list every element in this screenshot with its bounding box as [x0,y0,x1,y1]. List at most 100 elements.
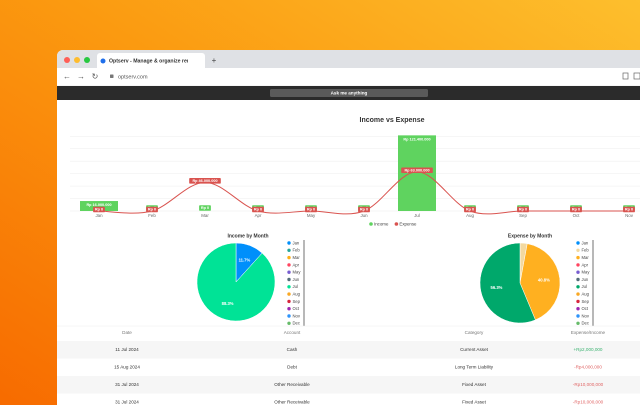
column-header: Category [465,330,484,335]
minimize-button[interactable] [74,57,80,63]
pie-slice [196,242,276,322]
legend-label: Income [374,221,389,226]
data-label: Rp 0 [519,208,527,212]
data-label: Rp 0 [201,206,209,210]
legend-marker [287,263,291,267]
legend-marker [394,222,399,226]
legend-marker [576,241,580,245]
table-row [57,358,640,376]
active-tab[interactable] [97,53,205,68]
table-cell: Long Term Liability [455,365,494,370]
legend-label: Aug [582,292,590,297]
data-label-box [464,206,476,213]
legend-label: Feb [293,248,301,253]
legend-marker [287,270,291,274]
chart-title: Income vs Expense [360,117,425,124]
legend-label: Sep [293,299,301,304]
x-tick-label: Apr [255,213,262,218]
table-cell: +Rp2,000,000 [574,347,603,352]
legend-marker [576,277,580,282]
data-label: Rp 0 [307,208,315,212]
legend-marker [576,314,580,318]
legend-marker [287,292,291,296]
share-icon[interactable] [622,72,629,80]
data-label-box [570,206,582,213]
table-cell: Cash [287,347,298,352]
table-row [57,393,640,405]
data-label: Rp 0 [625,208,633,212]
legend-marker [287,248,291,252]
data-label-box [517,206,529,213]
x-tick-label: Mar [201,213,209,218]
table-row [57,376,640,394]
pie-title: Expense by Month [508,233,552,239]
legend-marker [287,241,291,245]
address-bar[interactable]: optserv.com [118,74,148,80]
legend-marker [576,285,580,289]
data-label-box [93,206,105,213]
table-cell: Current Asset [460,347,489,352]
toolbar [57,68,640,86]
legend-label: Apr [582,262,589,267]
column-header: Expense/Income [571,330,606,335]
table-row [57,341,640,359]
sidebar-icon[interactable] [633,72,640,80]
legend-marker [287,255,291,260]
data-label-box [623,206,635,213]
favicon [100,58,106,64]
data-label: Rp 0 [572,208,580,212]
legend-label: Dec [582,321,589,326]
x-tick-label: Jul [414,213,420,218]
legend-marker [369,222,373,226]
pie-slice [479,242,536,324]
data-label: Rp 63.000.000 [404,168,429,172]
legend-label: Feb [582,248,590,253]
legend-label: Jan [293,240,300,245]
data-label-box [146,206,158,213]
column-header: Date [122,330,132,335]
column-header: Account [284,330,301,335]
legend-marker [287,299,291,304]
data-label-box [83,202,115,208]
legend-label: Aug [293,292,301,297]
legend-label: Expense [399,221,417,226]
table-cell: -Rp10,000,000 [573,400,604,405]
table-cell: Fixed Asset [462,382,486,387]
data-label-box [400,136,434,143]
income-bar [398,135,436,211]
legend-label: Apr [293,262,300,267]
legend-marker [576,263,580,267]
x-tick-label: May [307,213,316,218]
page-content: Income vs Expense Jan Feb Mar Apr May Jun Jul Au… [57,117,640,405]
reload-button[interactable]: ↻ [92,72,99,81]
data-label: Rp 0 [254,208,262,212]
forward-button[interactable]: → [77,72,85,81]
x-tick-label: Jun [360,213,368,218]
maximize-button[interactable] [84,57,90,63]
slice-label: 11.7% [239,257,251,262]
legend-label: May [582,270,591,275]
legend-marker [576,292,580,296]
data-label-box [199,205,211,211]
slice-label: 56.3% [491,285,503,290]
x-tick-label: Feb [148,213,156,218]
new-tab-button[interactable]: + [212,56,217,65]
legend-marker [287,314,291,318]
data-label: Rp 16.000.000 [86,203,111,207]
back-button[interactable]: ← [63,72,71,81]
legend-marker [576,270,580,274]
legend-label: Mar [293,255,301,260]
data-label-box [305,206,317,213]
data-label-box [401,167,433,174]
legend-label: Sep [582,299,590,304]
search-box[interactable] [270,89,428,97]
legend-label: Dec [293,321,300,326]
table-cell: 31 Jul 2024 [115,382,139,387]
data-label: Rp 121.400.000 [403,138,430,142]
legend-marker [287,307,291,311]
legend-label: Jun [293,277,300,282]
legend-label: Oct [293,306,300,311]
close-button[interactable] [64,57,70,63]
